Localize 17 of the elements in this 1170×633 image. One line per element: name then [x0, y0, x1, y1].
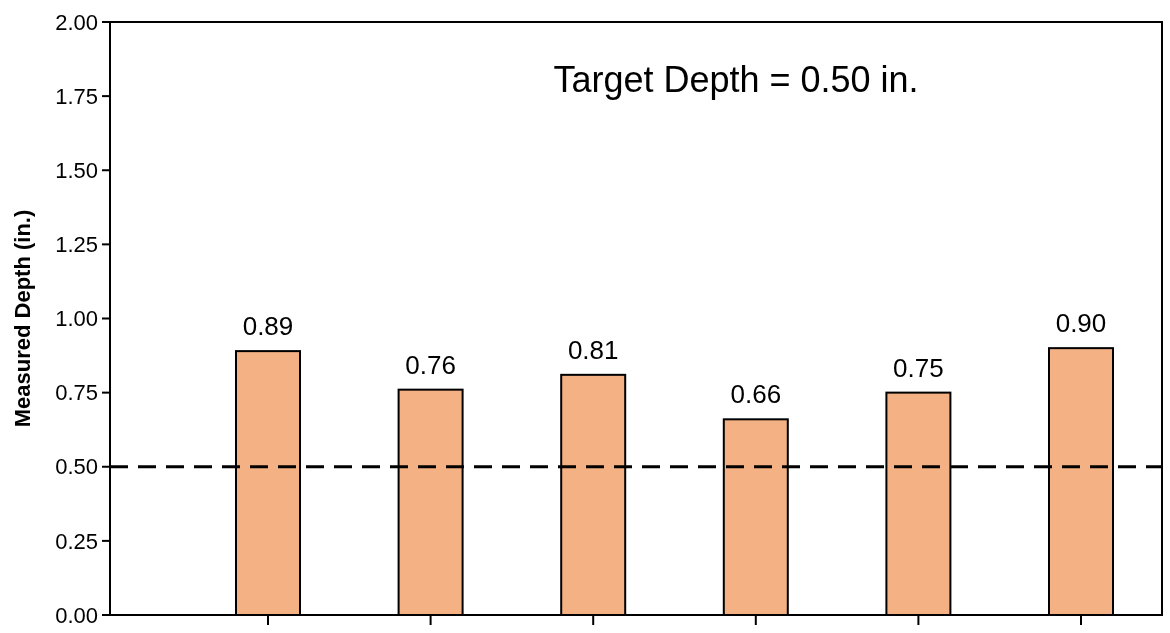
- data-label: 0.89: [242, 311, 294, 342]
- y-tick-label: 1.75: [55, 83, 98, 109]
- annotation: Target Depth = 0.50 in.: [553, 59, 919, 100]
- data-label: 0.90: [1055, 308, 1107, 339]
- y-tick-label: 2.00: [55, 9, 98, 35]
- y-axis-title: Measured Depth (in.): [10, 209, 35, 428]
- y-tick-label: 0.25: [55, 528, 98, 554]
- y-tick-label: 1.00: [55, 306, 98, 332]
- y-tick-label: 0.50: [55, 454, 98, 480]
- data-label: 0.66: [730, 379, 782, 410]
- y-tick-label: 0.75: [55, 380, 98, 406]
- data-label: 0.76: [405, 349, 456, 380]
- y-tick-label: 1.50: [55, 157, 98, 183]
- data-label: 0.81: [567, 334, 619, 365]
- data-label: 0.75: [893, 352, 944, 383]
- y-tick-label: 0.00: [55, 602, 98, 628]
- y-tick-label: 1.25: [55, 232, 98, 258]
